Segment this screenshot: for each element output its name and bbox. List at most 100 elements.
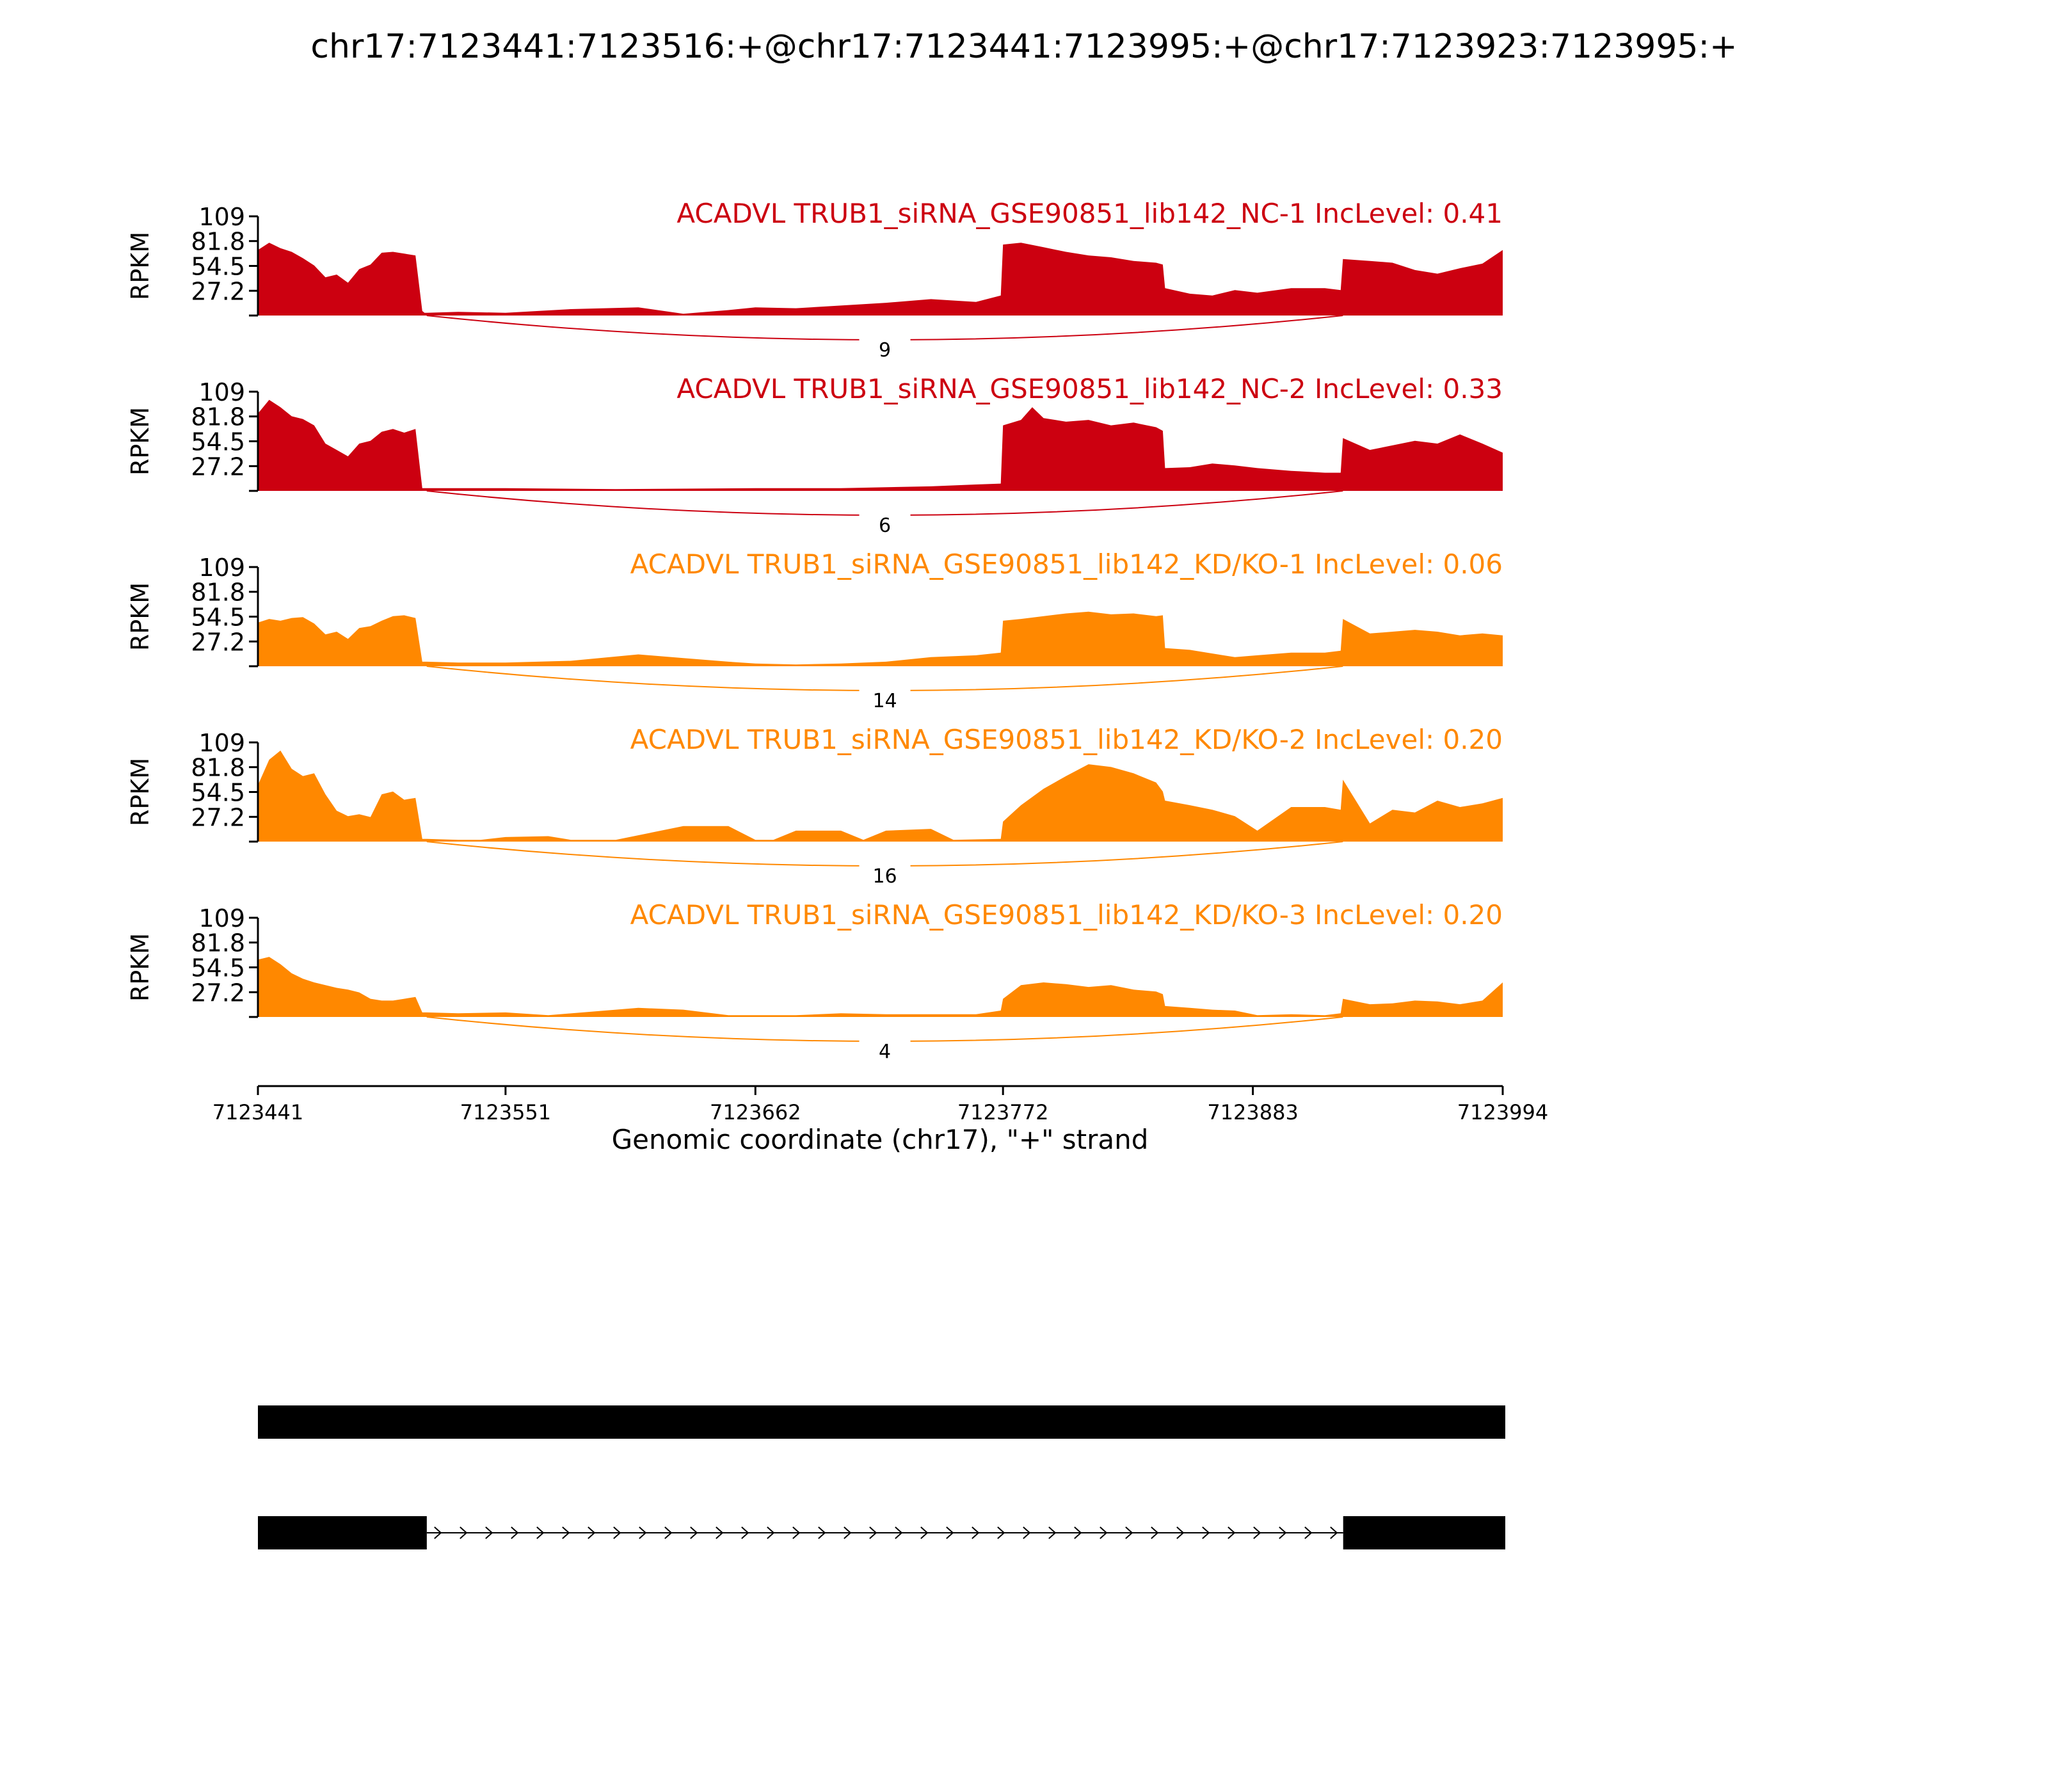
junction-label-bg xyxy=(859,865,911,888)
track-title: ACADVL TRUB1_siRNA_GSE90851_lib142_KD/KO… xyxy=(630,899,1503,931)
strand-arrow-icon xyxy=(460,1526,468,1539)
isoform-1 xyxy=(258,1405,1505,1439)
isoform-2 xyxy=(258,1516,1505,1549)
strand-arrow-icon xyxy=(639,1526,647,1539)
junction-count: 4 xyxy=(879,1041,891,1063)
strand-arrow-icon xyxy=(434,1526,442,1539)
x-tick-label: 7123551 xyxy=(460,1100,552,1124)
strand-arrow-icon xyxy=(1279,1526,1287,1539)
y-axis-label: RPKM xyxy=(126,232,154,300)
junction-count: 14 xyxy=(872,690,897,712)
exon xyxy=(258,1516,427,1549)
junction-count: 9 xyxy=(879,339,891,362)
coverage-area xyxy=(258,399,1503,491)
track-title: ACADVL TRUB1_siRNA_GSE90851_lib142_KD/KO… xyxy=(630,548,1503,580)
x-tick-label: 7123994 xyxy=(1457,1100,1549,1124)
x-axis: 7123441 7123551 7123662 7123772 7123883 71239… xyxy=(212,1085,1549,1124)
x-tick-label: 7123772 xyxy=(957,1100,1049,1124)
strand-arrow-icon xyxy=(1100,1526,1108,1539)
junction-label-bg xyxy=(859,1040,911,1063)
y-tick-label: 54.5 xyxy=(191,954,245,982)
strand-arrow-icon xyxy=(536,1526,545,1539)
track-title: ACADVL TRUB1_siRNA_GSE90851_lib142_NC-2 … xyxy=(676,373,1503,404)
y-tick-label: 27.2 xyxy=(191,628,245,656)
y-tick-label: 109 xyxy=(198,554,245,582)
y-axis-label: RPKM xyxy=(126,758,154,826)
y-tick-label: 109 xyxy=(198,904,245,932)
strand-arrow-icon xyxy=(818,1526,826,1539)
strand-arrow-icon xyxy=(869,1526,877,1539)
strand-arrow-icon xyxy=(1176,1526,1185,1539)
exon xyxy=(1343,1516,1505,1549)
strand-arrow-icon xyxy=(972,1526,980,1539)
coverage-area xyxy=(258,750,1503,842)
y-axis-label: RPKM xyxy=(126,582,154,651)
y-tick-label: 54.5 xyxy=(191,253,245,281)
strand-arrow-icon xyxy=(716,1526,724,1539)
y-tick-label: 81.8 xyxy=(191,228,245,256)
strand-arrow-icon xyxy=(792,1526,801,1539)
y-tick-label: 27.2 xyxy=(191,979,245,1007)
strand-arrow-icon xyxy=(511,1526,519,1539)
coverage-area xyxy=(258,957,1503,1017)
y-tick-label: 81.8 xyxy=(191,754,245,782)
y-axis-label: RPKM xyxy=(126,933,154,1002)
strand-arrow-icon xyxy=(1304,1526,1313,1539)
y-tick-label: 27.2 xyxy=(191,452,245,481)
strand-arrow-icon xyxy=(1151,1526,1159,1539)
strand-arrow-icon xyxy=(741,1526,749,1539)
track-title: ACADVL TRUB1_siRNA_GSE90851_lib142_KD/KO… xyxy=(630,724,1503,755)
strand-arrow-icon xyxy=(946,1526,954,1539)
figure-title: chr17:7123441:7123516:+@chr17:7123441:71… xyxy=(310,28,1737,66)
exon xyxy=(258,1405,1505,1439)
x-tick-label: 7123662 xyxy=(710,1100,801,1124)
strand-arrow-icon xyxy=(895,1526,903,1539)
strand-arrow-icon xyxy=(1253,1526,1261,1539)
strand-arrow-icon xyxy=(613,1526,621,1539)
strand-arrow-icon xyxy=(1202,1526,1210,1539)
strand-arrow-icon xyxy=(562,1526,570,1539)
strand-arrow-icon xyxy=(690,1526,698,1539)
track-title: ACADVL TRUB1_siRNA_GSE90851_lib142_NC-1 … xyxy=(676,198,1503,229)
strand-arrow-icon xyxy=(664,1526,673,1539)
junction-label-bg xyxy=(859,689,911,712)
coverage-area xyxy=(258,611,1503,666)
y-tick-label: 109 xyxy=(198,203,245,231)
strand-arrow-icon xyxy=(485,1526,493,1539)
x-axis-label: Genomic coordinate (chr17), "+" strand xyxy=(612,1124,1149,1155)
y-tick-label: 54.5 xyxy=(191,604,245,632)
strand-arrow-icon xyxy=(920,1526,929,1539)
x-tick-label: 7123883 xyxy=(1207,1100,1299,1124)
y-tick-label: 81.8 xyxy=(191,403,245,431)
strand-arrow-icon xyxy=(1048,1526,1057,1539)
junction-label-bg xyxy=(859,339,911,362)
junction-label-bg xyxy=(859,514,911,537)
y-tick-label: 54.5 xyxy=(191,779,245,807)
junction-count: 6 xyxy=(879,515,891,537)
y-tick-label: 81.8 xyxy=(191,929,245,957)
strand-arrow-icon xyxy=(1330,1526,1338,1539)
strand-arrow-icon xyxy=(1074,1526,1082,1539)
strand-arrow-icon xyxy=(767,1526,775,1539)
junction-count: 16 xyxy=(872,865,897,888)
x-tick-label: 7123441 xyxy=(212,1100,304,1124)
strand-arrow-icon xyxy=(997,1526,1005,1539)
strand-arrow-icon xyxy=(844,1526,852,1539)
gene-model xyxy=(258,1405,1505,1549)
strand-arrow-icon xyxy=(588,1526,596,1539)
y-tick-label: 109 xyxy=(198,729,245,757)
y-tick-label: 27.2 xyxy=(191,803,245,831)
strand-arrow-icon xyxy=(1023,1526,1031,1539)
y-axis-label: RPKM xyxy=(126,407,154,476)
coverage-area xyxy=(258,243,1503,316)
strand-arrow-icon xyxy=(1125,1526,1133,1539)
y-tick-label: 109 xyxy=(198,378,245,406)
strand-arrow-icon xyxy=(1228,1526,1236,1539)
